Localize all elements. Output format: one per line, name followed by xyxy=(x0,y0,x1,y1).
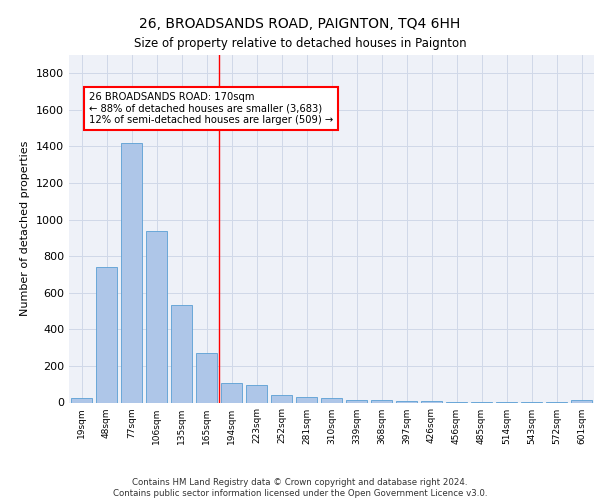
Bar xyxy=(121,143,142,403)
Bar xyxy=(346,400,367,402)
Text: 26, BROADSANDS ROAD, PAIGNTON, TQ4 6HH: 26, BROADSANDS ROAD, PAIGNTON, TQ4 6HH xyxy=(139,18,461,32)
Text: Contains HM Land Registry data © Crown copyright and database right 2024.
Contai: Contains HM Land Registry data © Crown c… xyxy=(113,478,487,498)
Bar xyxy=(146,230,167,402)
Bar xyxy=(271,395,292,402)
Text: Size of property relative to detached houses in Paignton: Size of property relative to detached ho… xyxy=(134,38,466,51)
Bar xyxy=(371,400,392,402)
Bar xyxy=(296,398,317,402)
Bar xyxy=(196,353,217,403)
Text: 26 BROADSANDS ROAD: 170sqm
← 88% of detached houses are smaller (3,683)
12% of s: 26 BROADSANDS ROAD: 170sqm ← 88% of deta… xyxy=(89,92,333,125)
Bar xyxy=(171,304,192,402)
Bar xyxy=(321,398,342,402)
Bar xyxy=(71,398,92,402)
Bar xyxy=(96,267,117,402)
Bar xyxy=(246,385,267,402)
Y-axis label: Number of detached properties: Number of detached properties xyxy=(20,141,31,316)
Bar xyxy=(396,401,417,402)
Bar xyxy=(221,384,242,402)
Bar xyxy=(571,400,592,402)
